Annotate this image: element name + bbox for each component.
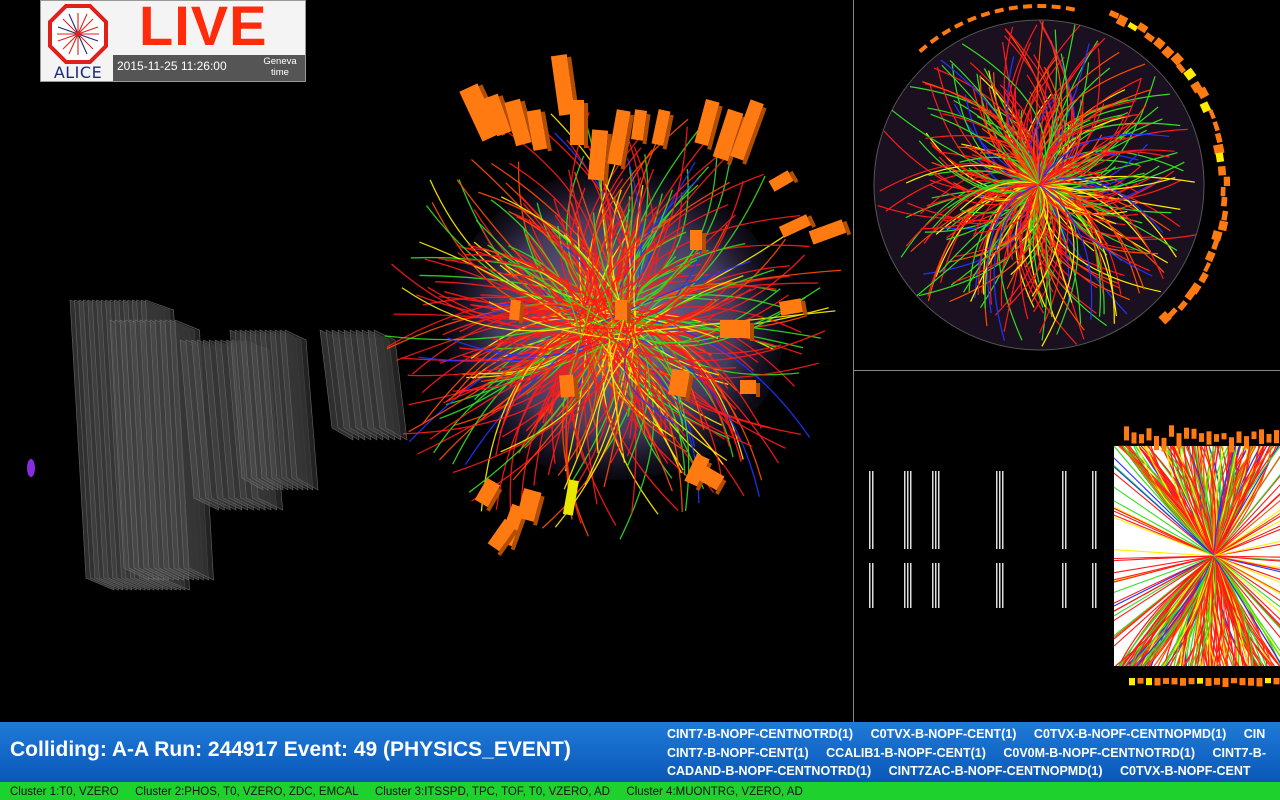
trigger-class: CINT7-B-NOPF-CENTNOTRD(1) [667, 727, 854, 741]
live-time-box: 2015-11-25 11:26:00 Geneva time [113, 55, 305, 81]
cluster-item: Cluster 3:ITSSPD, TPC, TOF, T0, VZERO, A… [375, 786, 610, 798]
muon-chamber [229, 329, 319, 491]
cluster-item: Cluster 2:PHOS, T0, VZERO, ZDC, EMCAL [135, 786, 359, 798]
trigger-class: C0TVX-B-NOPF-CENTNOPMD(1) [1033, 727, 1227, 741]
event-summary: Colliding: A-A Run: 244917 Event: 49 (PH… [10, 738, 571, 761]
calo-tower [607, 109, 635, 170]
live-badge: ALICE LIVE 2015-11-25 11:26:00 Geneva ti… [40, 0, 306, 82]
rphi-canvas [873, 4, 1231, 351]
trigger-class: CINT7-B-NOPF-CENT(1) [667, 745, 809, 760]
live-label: LIVE [139, 0, 268, 57]
trigger-line: CADAND-B-NOPF-CENTNOTRD(1) CINT7ZAC-B-NO… [667, 762, 1280, 781]
calo-tower [720, 320, 754, 341]
cluster-bar: Cluster 1:T0, VZERO Cluster 2:PHOS, T0, … [0, 782, 1280, 800]
trigger-class: CADAND-B-NOPF-CENTNOTRD(1) [667, 764, 872, 778]
calo-tower [559, 374, 580, 400]
trigger-line: CINT7-B-NOPF-CENT(1) CCALIB1-B-NOPF-CENT… [667, 744, 1280, 763]
trigger-class: C0TVX-B-NOPF-CENT(1) [870, 727, 1017, 741]
calo-tower [509, 299, 525, 324]
cluster-item: Cluster 4:MUONTRG, VZERO, AD [626, 786, 803, 798]
calo-tower [697, 465, 727, 496]
calo-tower [768, 170, 799, 192]
calo-tower [694, 98, 723, 150]
rhoz-canvas [869, 425, 1280, 687]
trigger-class: CINT7ZAC-B-NOPF-CENTNOPMD(1) [888, 764, 1103, 778]
cluster-item: Cluster 1:T0, VZERO [10, 786, 119, 798]
live-timezone: Geneva time [263, 56, 297, 78]
trigger-class-list: CINT7-B-NOPF-CENTNOTRD(1) C0TVX-B-NOPF-C… [667, 725, 1280, 781]
trigger-class: CIN [1243, 727, 1266, 741]
calo-tower [570, 100, 588, 148]
calo-tower [615, 300, 631, 323]
calo-tower [808, 219, 852, 245]
rhoz-projection-view[interactable] [853, 370, 1280, 722]
calo-tower [630, 109, 651, 145]
alice-logo-icon [45, 3, 111, 79]
trigger-class: CINT7-B- [1212, 745, 1266, 760]
rphi-projection-view[interactable] [853, 0, 1280, 370]
calo-tower [651, 109, 674, 150]
muon-chamber [319, 329, 408, 441]
calo-tower [778, 298, 808, 316]
calo-tower [778, 214, 817, 238]
calo-tower [474, 477, 503, 512]
calo-tower [667, 368, 694, 402]
event-status-bar: Colliding: A-A Run: 244917 Event: 49 (PH… [0, 722, 1280, 782]
trigger-class: CCALIB1-B-NOPF-CENT(1) [826, 745, 986, 760]
muon-chamber [109, 319, 214, 581]
event-3d-canvas [27, 54, 852, 591]
calo-tower [740, 380, 760, 397]
calo-tower [526, 109, 552, 152]
alice-logo-text: ALICE [53, 63, 103, 82]
trigger-class: C0V0M-B-NOPF-CENTNOTRD(1) [1003, 745, 1196, 760]
calo-tower [587, 129, 612, 184]
trigger-line: CINT7-B-NOPF-CENTNOTRD(1) C0TVX-B-NOPF-C… [667, 725, 1280, 744]
calo-tower [730, 99, 767, 165]
calo-tower [487, 518, 518, 557]
event-display-3d[interactable] [0, 0, 853, 722]
calo-tower [516, 488, 545, 526]
calo-tower [690, 230, 706, 253]
live-datetime: 2015-11-25 11:26:00 [117, 59, 227, 73]
trigger-class: C0TVX-B-NOPF-CENT [1120, 764, 1251, 778]
